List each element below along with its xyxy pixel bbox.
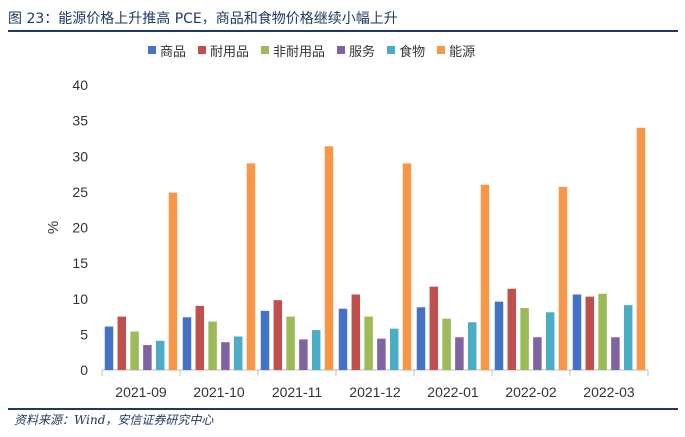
title-bar: 图 23：能源价格上升推高 PCE，商品和食物价格继续小幅上升 xyxy=(8,6,678,32)
x-tick-label: 2022-02 xyxy=(505,384,557,400)
legend-swatch xyxy=(261,46,270,54)
y-axis: 0 5 10 15 20 25 30 35 40 xyxy=(72,77,88,378)
y-tick-label: 5 xyxy=(80,326,88,342)
bar-2021-09-series-2 xyxy=(130,331,139,370)
legend-item: 能源 xyxy=(437,41,475,60)
bar-2021-10-series-2 xyxy=(208,321,217,370)
x-tick-label: 2021-12 xyxy=(349,384,401,400)
bar-2021-10-series-4 xyxy=(233,336,243,370)
bar-2022-01-series-5 xyxy=(480,184,490,370)
bar-2021-12-series-2 xyxy=(364,316,373,370)
figure-title: 图 23：能源价格上升推高 PCE，商品和食物价格继续小幅上升 xyxy=(8,11,398,27)
legend-item: 商品 xyxy=(148,41,186,60)
legend-swatch xyxy=(148,46,156,54)
legend-swatch xyxy=(437,46,446,54)
bar-2022-03-series-5 xyxy=(636,127,646,370)
bar-2021-11-series-0 xyxy=(260,310,270,370)
y-axis-label: % xyxy=(45,221,62,234)
bar-2021-10-series-1 xyxy=(195,305,205,371)
x-axis: 2021-09 2021-10 2021-11 2021-12 2022-01 2022-… xyxy=(101,369,649,400)
legend-item: 服务 xyxy=(337,41,375,60)
legend-swatch xyxy=(198,46,207,54)
bar-2021-12-series-5 xyxy=(402,163,412,371)
legend-label: 耐用品 xyxy=(210,44,250,60)
bar-2021-09-series-1 xyxy=(117,316,127,370)
bar-2021-09-series-4 xyxy=(155,340,165,370)
bar-2022-03-series-1 xyxy=(585,296,595,370)
bar-2022-03-series-2 xyxy=(598,293,607,370)
legend-label: 能源 xyxy=(449,44,476,60)
bar-2021-12-series-4 xyxy=(389,328,399,370)
bar-2021-10-series-3 xyxy=(221,342,230,370)
bar-2022-02-series-2 xyxy=(520,308,529,370)
x-tick-label: 2021-10 xyxy=(193,384,245,400)
bar-2021-11-series-2 xyxy=(286,316,295,370)
y-tick-label: 0 xyxy=(80,362,88,378)
y-tick-label: 30 xyxy=(72,148,88,164)
legend-label: 非耐用品 xyxy=(273,44,326,60)
y-tick-label: 35 xyxy=(72,113,88,129)
legend-label: 服务 xyxy=(349,44,376,60)
bar-2021-09-series-5 xyxy=(168,192,178,370)
bar-2021-11-series-4 xyxy=(311,330,321,370)
bar-2021-10-series-5 xyxy=(246,163,256,371)
legend-item: 耐用品 xyxy=(198,41,249,60)
bar-2021-12-series-3 xyxy=(377,338,386,370)
bar-2022-01-series-2 xyxy=(442,318,451,370)
source-divider xyxy=(8,408,678,410)
y-tick-label: 15 xyxy=(72,255,88,271)
y-tick-label: 25 xyxy=(72,184,88,200)
legend-item: 非耐用品 xyxy=(261,41,325,60)
bar-2022-02-series-1 xyxy=(507,288,517,370)
y-tick-label: 40 xyxy=(72,77,88,93)
x-tick-label: 2022-03 xyxy=(583,384,635,400)
bar-2022-01-series-0 xyxy=(416,307,426,370)
bar-2022-03-series-3 xyxy=(611,337,620,370)
chart-legend: 商品 耐用品 非耐用品 服务 食物 能源 xyxy=(148,40,487,60)
bar-2022-01-series-4 xyxy=(467,322,477,370)
bar-2021-11-series-5 xyxy=(324,146,334,370)
bar-2022-02-series-4 xyxy=(545,312,555,370)
legend-label: 商品 xyxy=(160,44,187,60)
x-tick-label: 2021-11 xyxy=(272,384,323,400)
bar-2021-12-series-0 xyxy=(338,308,348,370)
bar-2021-09-series-0 xyxy=(104,326,114,370)
bar-2021-12-series-1 xyxy=(351,294,361,370)
bar-2021-11-series-1 xyxy=(273,300,283,370)
legend-swatch xyxy=(337,46,346,54)
bar-2021-09-series-3 xyxy=(143,345,152,370)
bar-2022-01-series-1 xyxy=(429,286,439,370)
legend-label: 食物 xyxy=(399,44,426,60)
bar-2022-03-series-4 xyxy=(623,305,633,370)
bar-2021-10-series-0 xyxy=(182,317,192,370)
legend-swatch xyxy=(387,46,396,54)
bar-2022-02-series-3 xyxy=(533,337,542,370)
legend-item: 食物 xyxy=(387,41,425,60)
x-tick-label: 2021-09 xyxy=(115,384,167,400)
bars xyxy=(104,127,646,371)
x-tick-label: 2022-01 xyxy=(427,384,479,400)
bar-2022-02-series-0 xyxy=(494,301,504,370)
bar-2021-11-series-3 xyxy=(299,339,308,370)
source-note: 资料来源：Wind，安信证券研究中心 xyxy=(14,413,214,427)
y-tick-label: 10 xyxy=(72,291,88,307)
bar-2022-03-series-0 xyxy=(572,294,582,370)
bar-2022-01-series-3 xyxy=(455,337,464,370)
bar-2022-02-series-5 xyxy=(558,186,568,370)
y-tick-label: 20 xyxy=(72,220,88,236)
